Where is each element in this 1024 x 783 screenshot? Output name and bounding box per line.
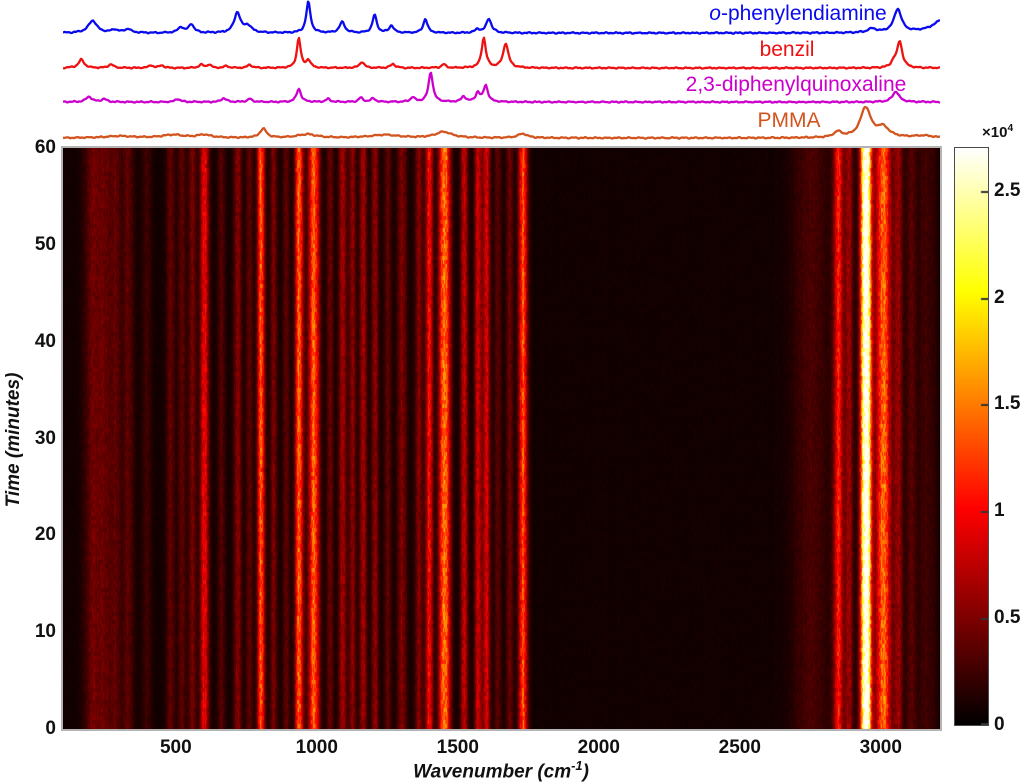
colorbar-tick-label: 2.5 [994,179,1021,201]
y-tick-label: 30 [34,427,56,449]
x-tick-label: 1500 [436,737,479,758]
xlabel-sup: -1 [571,758,583,773]
spectrum-line-pmma [63,105,940,140]
spectrum-line-o-phenylendiamine [63,0,940,35]
xlabel-pre: Wavenumber (cm [413,761,572,783]
label-text: benzil [759,38,815,61]
x-tick-label: 500 [159,737,192,758]
colorbar-canvas [955,148,988,725]
label-text: PMMA [757,109,821,132]
x-tick-label: 2000 [577,737,620,758]
x-tick-label: 3000 [859,737,902,758]
label-italic-prefix: o [709,2,721,25]
spectrum-line-benzil [63,36,940,70]
scale-mantissa: ×10 [982,124,1008,141]
spectrum-line-2-3-diphenylquinoxaline [63,71,940,104]
y-tick-label: 0 [45,718,56,739]
x-axis-label: Wavenumber (cm-1) [413,758,589,783]
label-pmma: PMMA [758,110,821,131]
label-text: 2,3-diphenylquinoxaline [685,73,907,96]
colorbar-tick-label: 1 [994,500,1005,522]
colorbar-tick-label: 1.5 [994,393,1021,415]
y-tick-label: 10 [34,621,56,643]
label-diphenylquinoxaline: 2,3-diphenylquinoxaline [686,74,907,95]
heatmap-frame [61,146,942,731]
y-tick-label: 60 [34,137,56,158]
y-tick-label: 40 [34,330,56,352]
colorbar-tick-label: 0 [994,714,1005,735]
y-tick-label: 50 [34,233,56,255]
label-text: -phenylendiamine [720,2,887,25]
heatmap-canvas [63,148,940,729]
x-tick-label: 2500 [718,737,761,758]
scale-exponent: 4 [1007,123,1014,134]
colorbar-tick-label: 2 [994,286,1005,308]
colorbar-scale-label: ×104 [982,123,1013,141]
x-tick-label: 1000 [295,737,338,758]
reference-spectra-plot [63,0,940,140]
colorbar-tick-label: 0.5 [994,607,1021,629]
label-benzil: benzil [760,39,815,60]
xlabel-post: ) [582,761,589,783]
label-o-phenylendiamine: o-phenylendiamine [709,3,886,24]
y-tick-label: 20 [34,524,56,546]
colorbar-frame [954,147,989,726]
